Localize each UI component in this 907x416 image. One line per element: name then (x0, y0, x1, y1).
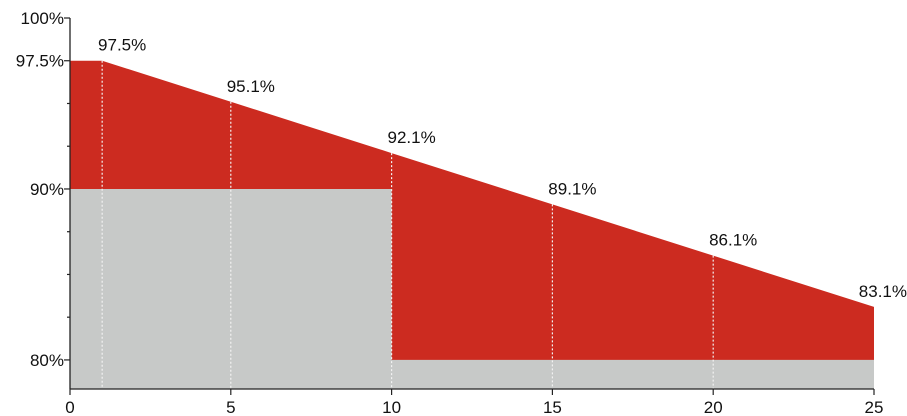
data-label: 83.1% (859, 282, 907, 301)
x-tick-label: 20 (704, 398, 723, 416)
y-tick-label: 90% (30, 180, 64, 199)
axis-ticks: 0 5 10 15 20 25 80% 90% 97.5% 100% (16, 9, 884, 416)
x-tick-label: 0 (65, 398, 74, 416)
gray-area (70, 188, 874, 389)
data-label: 86.1% (709, 231, 757, 250)
x-tick-label: 5 (226, 398, 235, 416)
data-labels: 97.5% 95.1% 92.1% 89.1% 86.1% 83.1% (98, 36, 907, 301)
data-label: 97.5% (98, 36, 146, 55)
y-tick-label: 97.5% (16, 52, 64, 71)
x-tick-label: 15 (543, 398, 562, 416)
guide-lines (101, 60, 714, 389)
data-label: 89.1% (548, 179, 596, 198)
y-tick-label: 100% (21, 9, 64, 28)
data-label: 92.1% (387, 128, 435, 147)
data-label: 95.1% (227, 77, 275, 96)
x-tick-label: 25 (865, 398, 884, 416)
y-tick-label: 80% (30, 351, 64, 370)
x-tick-label: 10 (382, 398, 401, 416)
